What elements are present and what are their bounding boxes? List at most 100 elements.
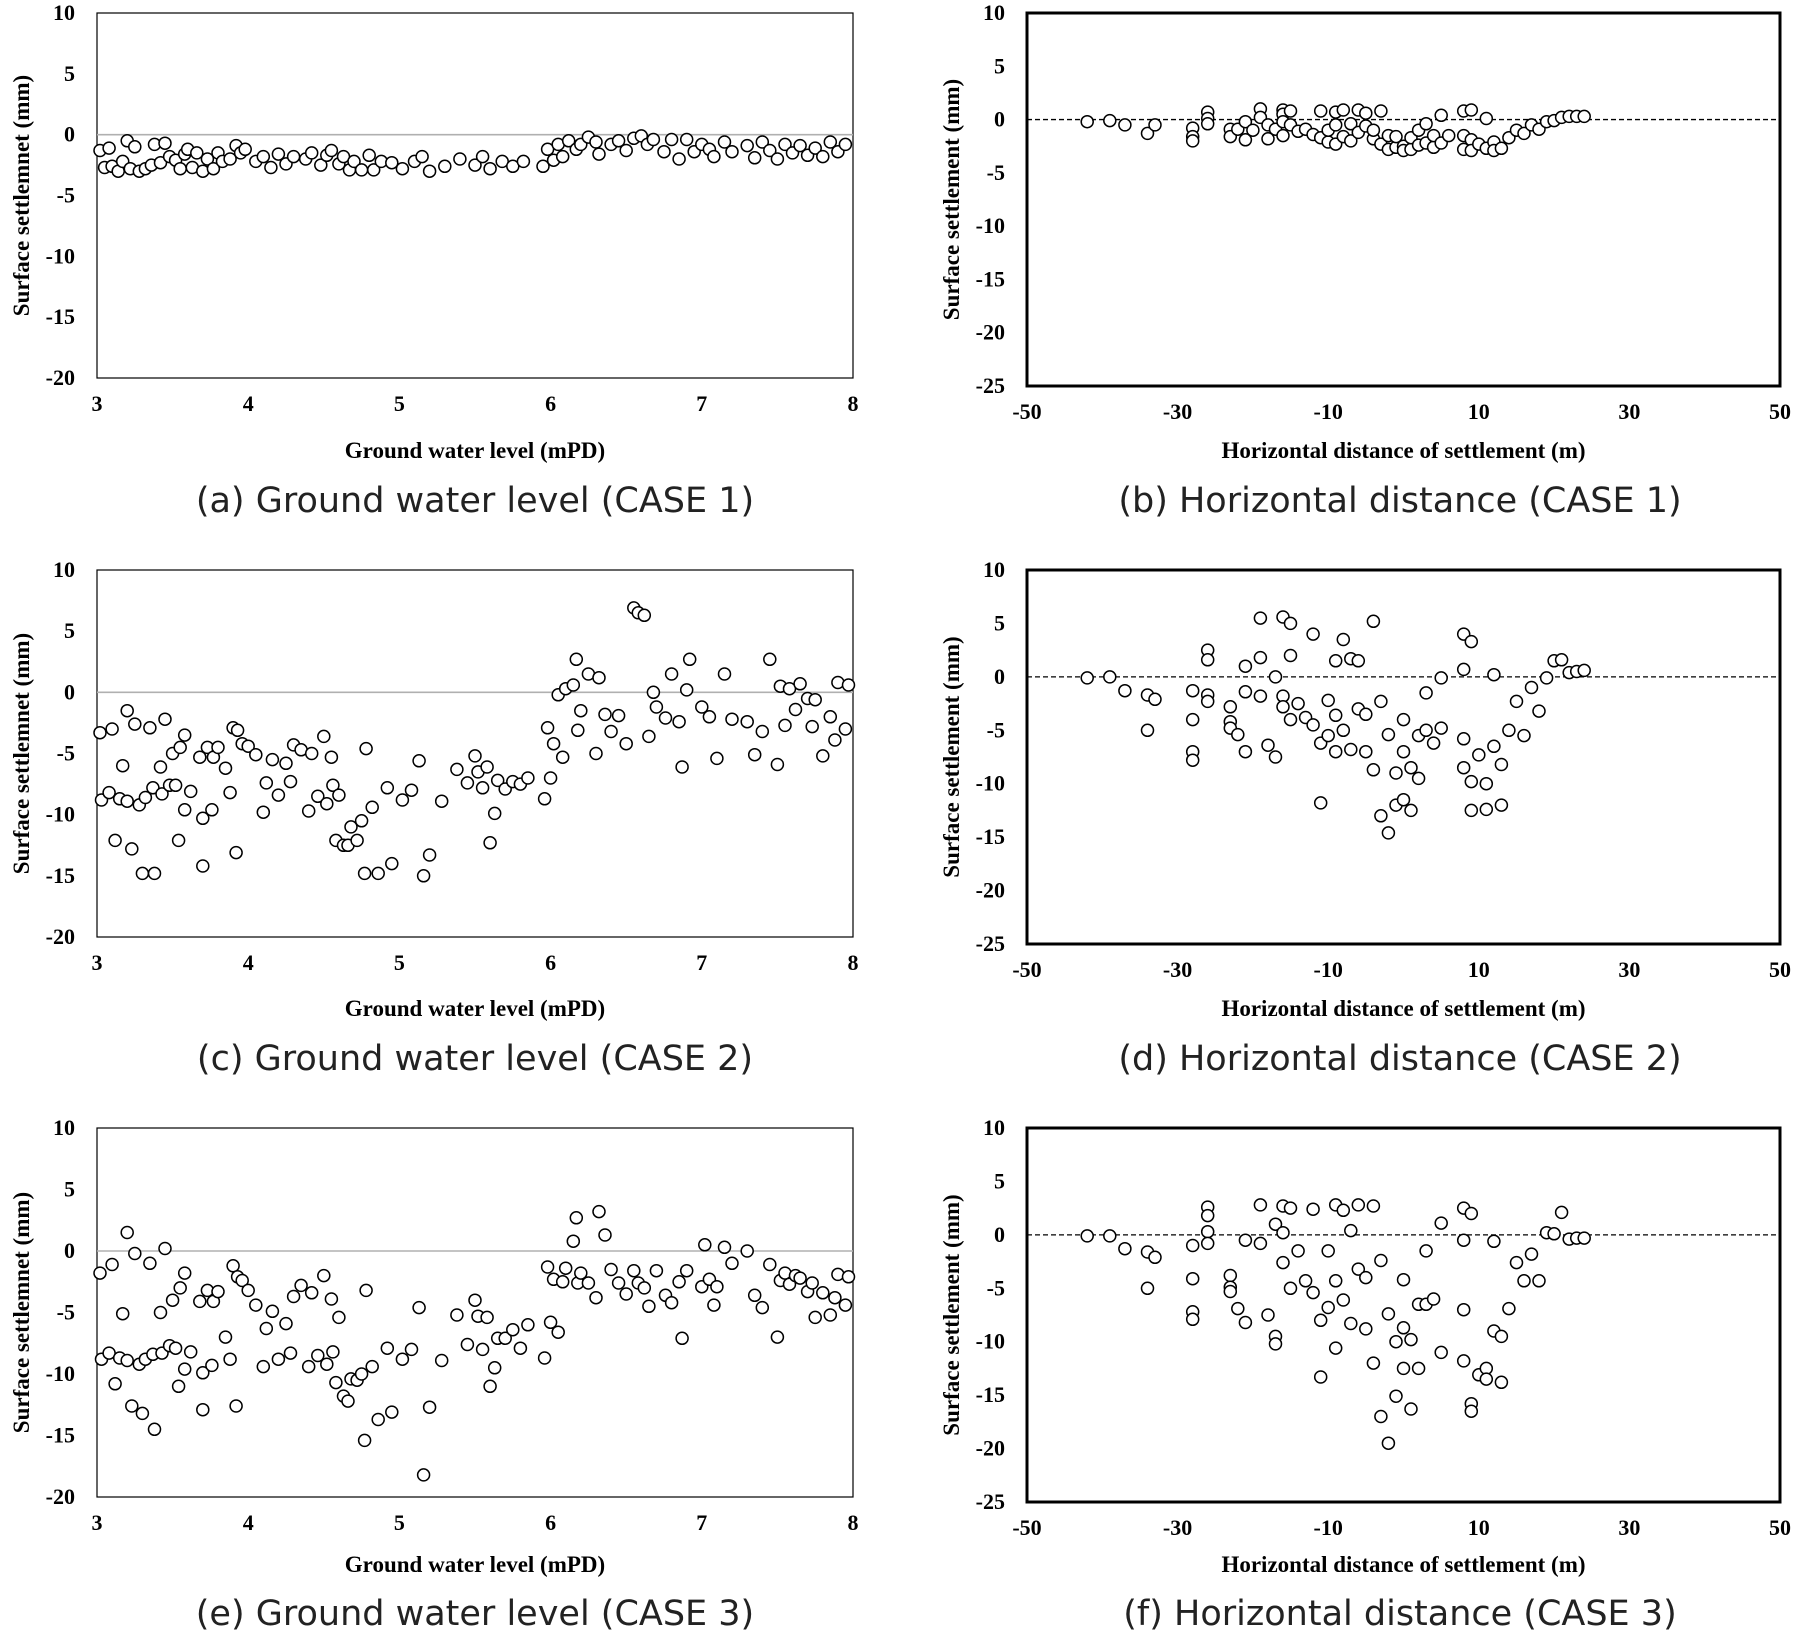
data-point: [788, 702, 803, 717]
panel-caption: (c) Ground water level (CASE 2): [197, 1039, 753, 1079]
data-point: [1479, 776, 1494, 791]
data-point: [1336, 632, 1351, 647]
data-point: [637, 608, 652, 623]
x-tick-label: 6: [545, 391, 556, 416]
x-tick-label: -50: [1012, 1515, 1041, 1540]
data-point: [805, 719, 819, 734]
data-point: [294, 1278, 308, 1293]
data-point: [1374, 1409, 1388, 1424]
data-point: [740, 138, 754, 153]
y-tick-label: -20: [976, 320, 1005, 345]
data-point: [205, 803, 219, 817]
data-point: [1487, 1234, 1501, 1249]
x-tick-label: 3: [92, 950, 103, 975]
data-point: [241, 739, 255, 753]
data-point: [259, 1321, 274, 1336]
data-point: [1306, 1285, 1320, 1300]
data-point: [1200, 694, 1215, 709]
data-point: [816, 1286, 830, 1300]
data-point: [1517, 126, 1531, 141]
data-point: [1223, 700, 1238, 714]
data-point: [158, 1241, 172, 1256]
data-point: [592, 1204, 606, 1219]
panel-caption: (d) Horizontal distance (CASE 2): [1118, 1039, 1681, 1079]
data-point: [1359, 1322, 1373, 1336]
y-tick-label: -5: [987, 160, 1005, 185]
data-point: [1268, 750, 1283, 764]
data-point: [1306, 627, 1320, 641]
data-point: [1185, 753, 1200, 767]
data-point: [480, 1310, 494, 1325]
data-point: [1238, 133, 1253, 147]
data-point: [350, 833, 364, 848]
data-point: [304, 1286, 319, 1300]
data-point: [138, 790, 153, 805]
data-point: [1238, 1315, 1253, 1330]
data-point: [311, 789, 325, 804]
data-point: [171, 1379, 186, 1394]
data-point: [1359, 744, 1373, 759]
scatter-series: [93, 601, 856, 883]
data-point: [1381, 727, 1396, 742]
data-point: [778, 718, 792, 733]
x-tick-label: 6: [545, 1510, 556, 1535]
data-point: [153, 155, 168, 170]
data-point: [513, 1341, 528, 1355]
data-point: [816, 749, 830, 763]
x-tick-label: 10: [1468, 1515, 1490, 1540]
data-point: [672, 714, 686, 729]
data-point: [359, 741, 373, 756]
data-point: [1328, 118, 1343, 132]
plot-frame: [1025, 11, 1782, 388]
data-point: [347, 154, 361, 169]
data-point: [1434, 671, 1448, 685]
x-tick-label: -10: [1314, 957, 1343, 982]
data-point: [698, 1238, 712, 1252]
data-point: [324, 750, 339, 764]
data-point: [537, 1351, 552, 1365]
x-tick-label: 5: [394, 391, 405, 416]
data-point: [1479, 802, 1494, 817]
data-point: [1223, 1284, 1238, 1299]
data-point: [793, 1271, 807, 1285]
y-tick-label: -20: [976, 878, 1005, 903]
panel-caption: (a) Ground water level (CASE 1): [196, 481, 754, 521]
data-point: [1419, 686, 1433, 700]
data-point: [1389, 129, 1403, 144]
data-point: [1434, 1345, 1448, 1360]
data-point: [1283, 104, 1298, 118]
data-point: [108, 833, 122, 848]
x-tick-label: -50: [1012, 957, 1041, 982]
data-point: [823, 1308, 838, 1322]
data-point: [1381, 1436, 1396, 1450]
y-tick-label: 10: [983, 557, 1005, 582]
data-point: [380, 1341, 395, 1355]
data-point: [664, 1295, 679, 1310]
data-point: [354, 814, 369, 828]
data-point: [205, 1358, 219, 1373]
data-point: [304, 746, 319, 761]
data-point: [1231, 727, 1245, 742]
data-point: [218, 761, 233, 775]
data-point: [102, 141, 116, 155]
data-point: [1261, 1308, 1275, 1322]
scatter-series: [93, 1204, 856, 1482]
data-point: [404, 783, 419, 797]
data-point: [1554, 1205, 1569, 1220]
data-point: [460, 1337, 475, 1352]
data-point: [823, 710, 838, 724]
data-point: [1502, 1301, 1516, 1316]
x-axis-label: Ground water level (mPD): [345, 996, 605, 1021]
data-point: [1336, 103, 1351, 117]
data-point: [604, 724, 618, 739]
data-point: [226, 1259, 240, 1273]
data-point: [581, 1276, 596, 1290]
data-point: [1140, 723, 1155, 738]
y-tick-label: 5: [64, 61, 75, 86]
data-point: [1396, 744, 1411, 759]
data-point: [717, 667, 732, 681]
data-point: [1261, 132, 1275, 146]
x-tick-label: 30: [1618, 399, 1640, 424]
y-axis-label: Surface settlemnet (mm): [9, 1192, 34, 1433]
data-point: [1547, 1227, 1561, 1241]
